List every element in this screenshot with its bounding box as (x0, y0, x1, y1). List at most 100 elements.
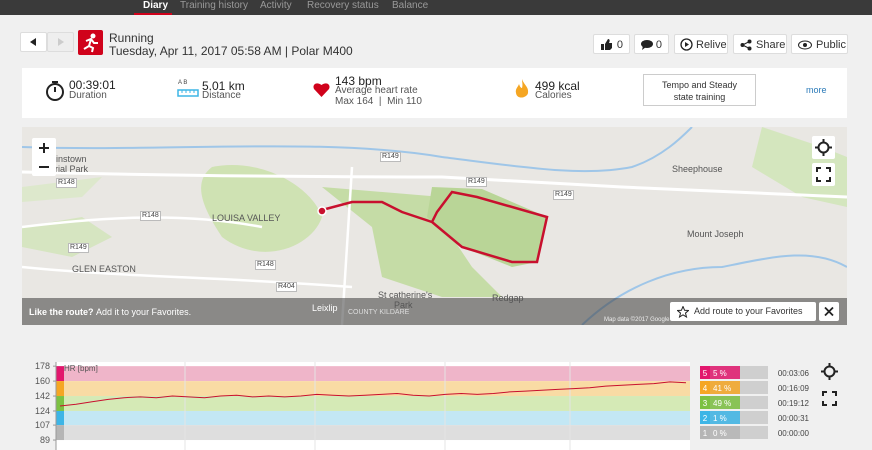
hr-min: Min 110 (387, 96, 422, 107)
distance-icon (177, 89, 199, 97)
road-label: R404 (276, 282, 297, 292)
button-label: Public (816, 39, 846, 51)
button-label: Relive (696, 39, 727, 51)
map-place: St catherine's (378, 290, 433, 300)
nav-tab[interactable]: Training history (180, 0, 248, 11)
nav-tab[interactable]: Recovery status (307, 0, 379, 11)
zone-marker (56, 410, 64, 426)
button-label: Share (756, 39, 786, 51)
map-attribution: Map data ©2017 Google (604, 317, 670, 323)
map-place: llinstown (52, 154, 87, 164)
zone-band (56, 410, 690, 426)
zone-band (56, 381, 690, 397)
comment-count: 0 (655, 39, 662, 51)
y-tick-label: 107 (35, 420, 50, 430)
privacy-button[interactable]: Public (791, 34, 848, 54)
summary-panel (22, 68, 847, 118)
button-label: Add route to your Favorites (694, 306, 803, 316)
zone-percent: 49 % (713, 399, 731, 408)
relive-button[interactable]: Relive (674, 34, 728, 54)
distance-label: Distance (202, 90, 241, 101)
map-place: Leixlip (312, 303, 338, 313)
calories-value: 499 kcal (535, 79, 580, 93)
zone-number: 1 (703, 429, 708, 438)
map-place: strial Park (48, 164, 89, 174)
zone-marker (56, 425, 64, 441)
map-place: Park (394, 300, 413, 310)
map-place: Redgap (492, 293, 524, 303)
zone-band (56, 396, 690, 411)
like-button[interactable]: 0 (593, 34, 630, 54)
map-place: COUNTY KILDARE (348, 309, 410, 316)
zone-time: 00:16:09 (778, 384, 810, 393)
more-link[interactable]: more (806, 85, 827, 95)
zone-time: 00:03:06 (778, 369, 810, 378)
zoom-control[interactable] (32, 138, 56, 176)
zone-percent: 41 % (713, 384, 731, 393)
road-label: R148 (255, 260, 276, 270)
hr-max: Max 164 (335, 96, 374, 107)
prompt-link[interactable]: Add it to your Favorites. (96, 307, 192, 317)
zone-number-box (700, 366, 710, 379)
zone-percent: 0 % (713, 429, 727, 438)
nav-tab[interactable]: Diary (143, 0, 169, 11)
y-tick-label: 124 (35, 406, 50, 416)
route-map[interactable]: llinstown strial Park LOUISA VALLEY GLEN… (22, 127, 847, 325)
nav-tab[interactable]: Activity (260, 0, 292, 11)
favorite-prompt: Like the route? Add it to your Favorites… (29, 307, 191, 317)
comment-button[interactable]: 0 (634, 34, 669, 54)
zone-number-box (700, 396, 710, 409)
share-button[interactable]: Share (733, 34, 787, 54)
road-label: R149 (466, 177, 487, 187)
y-axis-title: HR [bpm] (64, 364, 98, 373)
y-tick-label: 142 (35, 391, 50, 401)
zone-percent: 5 % (713, 369, 727, 378)
sport-icon (78, 30, 103, 55)
road-label: R148 (140, 211, 161, 221)
map-layer (22, 127, 847, 325)
heart-icon (313, 83, 330, 97)
hr-line (59, 381, 687, 407)
road-label: R149 (553, 190, 574, 200)
map-place: Mount Joseph (687, 229, 744, 239)
locate-button[interactable] (821, 363, 838, 380)
nav-tab[interactable]: Balance (392, 0, 429, 11)
locate-button[interactable] (812, 136, 835, 159)
distance-value: 5.01 km (202, 79, 245, 93)
map-place: Sheephouse (672, 164, 723, 174)
session-datetime: Tuesday, Apr 11, 2017 05:58 AM | Polar M… (109, 44, 353, 58)
training-benefit[interactable]: Tempo and Steady state training (643, 74, 756, 106)
top-nav: Diary Training history Activity Recovery… (0, 0, 872, 15)
sport-name: Running (109, 31, 154, 45)
duration-label: Duration (69, 90, 107, 101)
favorite-button[interactable]: Add route to your Favorites (670, 302, 816, 321)
map-place: GLEN EASTON (72, 264, 136, 274)
fullscreen-button[interactable] (812, 163, 835, 186)
zone-number-box (700, 426, 710, 439)
active-indicator (134, 13, 172, 15)
fullscreen-button[interactable] (822, 391, 837, 406)
zone-number: 5 (703, 369, 708, 378)
zone-time: 00:00:00 (778, 429, 810, 438)
zone-number-box (700, 381, 710, 394)
y-tick-label: 160 (35, 376, 50, 386)
zone-band (56, 425, 690, 441)
zone-number-box (700, 411, 710, 424)
zone-number: 3 (703, 399, 708, 408)
zone-number: 2 (703, 414, 708, 423)
heart-rate-value: 143 bpm (335, 74, 382, 88)
back-button[interactable] (20, 32, 47, 52)
close-button[interactable] (819, 302, 839, 321)
zone-marker (56, 366, 64, 382)
calories-label: Calories (535, 90, 572, 101)
y-tick-label: 178 (35, 361, 50, 371)
forward-button[interactable] (47, 32, 74, 52)
zone-marker (56, 381, 64, 397)
road-label: R149 (68, 243, 89, 253)
road-label: R149 (380, 152, 401, 162)
heart-rate-label: Average heart rate (335, 85, 418, 96)
road-label: R148 (56, 178, 77, 188)
duration-icon (46, 81, 64, 101)
